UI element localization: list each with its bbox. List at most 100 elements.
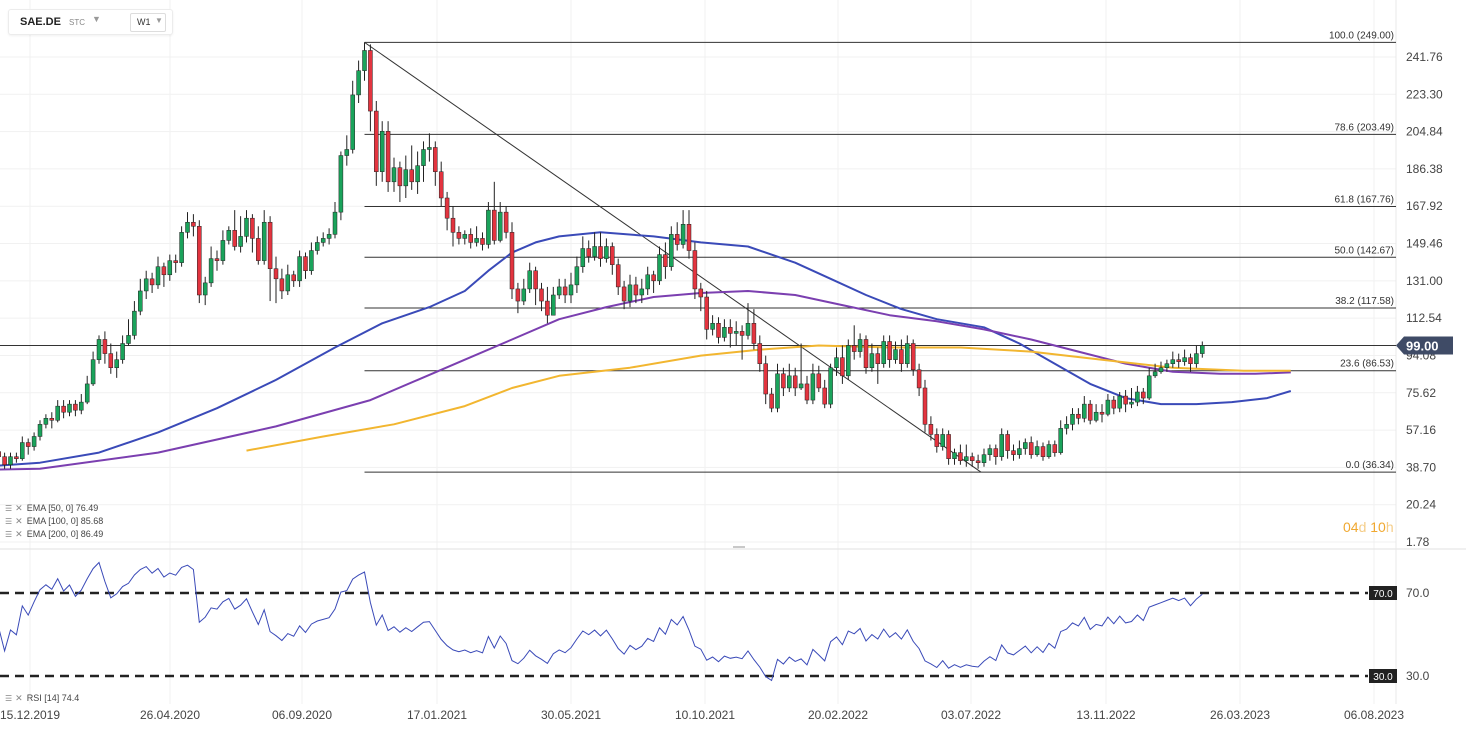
candle: [126, 319, 131, 346]
candle: [427, 133, 432, 162]
candle: [362, 42, 367, 81]
symbol-name[interactable]: SAE.DE: [20, 16, 61, 28]
candle: [79, 394, 84, 415]
time-tick-label: 13.11.2022: [1076, 708, 1135, 722]
candle: [486, 202, 491, 249]
candle: [1146, 367, 1152, 401]
candle: [31, 432, 37, 451]
price-tick-label: 131.00: [1406, 274, 1443, 288]
candle: [197, 220, 202, 304]
timeframe-select[interactable]: W1 ▼: [130, 13, 166, 32]
candle: [1117, 392, 1122, 413]
candle: [1105, 394, 1111, 417]
candle: [934, 428, 940, 453]
candle: [704, 290, 709, 340]
candle: [167, 254, 173, 281]
legend-rsi[interactable]: ☰ ✕ RSI [14] 74.4: [5, 693, 79, 704]
price-tick-label: 223.30: [1406, 87, 1443, 101]
last-price-tag: [1396, 336, 1453, 355]
candle: [922, 379, 928, 433]
price-tick-label: 57.16: [1406, 423, 1436, 437]
candle: [497, 202, 503, 243]
candle: [1182, 349, 1187, 366]
legend-ema-100[interactable]: ☰ ✕ EMA [100, 0] 85.68: [5, 516, 103, 527]
candle: [1028, 436, 1034, 459]
fib-level-label: 0.0 (36.34): [1346, 460, 1394, 471]
settings-icon[interactable]: ☰: [5, 517, 13, 526]
candle: [49, 412, 55, 429]
legend-ema-200[interactable]: ☰ ✕ EMA [200, 0] 86.49: [5, 529, 103, 540]
candle: [1034, 440, 1040, 457]
candle: [969, 452, 975, 467]
symbol-dropdown-icon[interactable]: ▼: [92, 14, 101, 24]
settings-icon[interactable]: ☰: [5, 530, 13, 539]
candle: [279, 268, 285, 300]
candle: [185, 212, 190, 239]
candle: [952, 448, 957, 465]
candle: [1093, 404, 1099, 423]
candle: [610, 242, 615, 275]
candle: [84, 375, 90, 405]
candle: [1064, 416, 1069, 435]
legend-ema-50[interactable]: ☰ ✕ EMA [50, 0] 76.49: [5, 503, 98, 514]
price-tick-label: 20.24: [1406, 498, 1436, 512]
candle: [379, 121, 385, 182]
candle: [651, 270, 656, 293]
close-icon[interactable]: ✕: [15, 693, 23, 703]
candle: [846, 339, 851, 380]
candle: [143, 270, 149, 300]
candle: [521, 278, 527, 306]
price-tick-label: 241.76: [1406, 50, 1443, 64]
fibonacci-retracement[interactable]: 100.0 (249.00) 78.6 (203.49) 61.8 (167.76)…: [0, 30, 1396, 473]
candle: [315, 236, 320, 255]
candle: [586, 240, 591, 263]
price-tick-label: 1.78: [1406, 535, 1430, 549]
candle: [804, 375, 810, 405]
candle: [421, 141, 426, 182]
candle: [975, 454, 981, 469]
candle: [1194, 345, 1199, 368]
candle: [1017, 440, 1022, 459]
legend-label: EMA [200, 0] 86.49: [26, 529, 104, 539]
time-tick-label: 03.07.2022: [941, 708, 1001, 722]
candle: [1005, 430, 1010, 459]
candle: [1058, 420, 1063, 455]
candle: [179, 226, 184, 267]
time-axis[interactable]: 15.12.2019 26.04.2020 06.09.2020 17.01.2021…: [0, 708, 1404, 722]
close-icon[interactable]: ✕: [15, 529, 23, 539]
settings-icon[interactable]: ☰: [5, 504, 13, 513]
candle: [492, 181, 497, 245]
time-tick-label: 06.09.2020: [272, 708, 332, 722]
candle: [692, 242, 698, 300]
close-icon[interactable]: ✕: [15, 516, 23, 526]
candle-countdown: 04d 10h: [1343, 519, 1394, 535]
candle: [751, 309, 757, 350]
candle: [244, 210, 249, 243]
symbol-type: STC: [69, 18, 85, 27]
candle: [515, 282, 521, 314]
candle: [816, 365, 822, 393]
time-tick-label: 15.12.2019: [0, 708, 60, 722]
fib-level-label: 61.8 (167.76): [1335, 195, 1395, 206]
candle: [769, 387, 774, 413]
candle: [987, 444, 993, 461]
candle: [645, 266, 650, 295]
candle: [527, 262, 532, 293]
close-icon[interactable]: ✕: [15, 503, 23, 513]
symbol-toolbar[interactable]: SAE.DE STC ▼ W1 ▼: [8, 9, 173, 35]
candle: [1129, 387, 1134, 409]
candle: [1111, 396, 1117, 415]
settings-icon[interactable]: ☰: [5, 694, 13, 703]
candle: [320, 232, 326, 247]
candle: [208, 246, 214, 287]
candle: [680, 210, 686, 249]
candle: [1011, 444, 1016, 461]
rsi-panel[interactable]: 70.0 70.0 30.0 30.0: [0, 561, 1430, 731]
candle: [733, 321, 739, 346]
candle: [326, 228, 332, 245]
candle: [822, 379, 827, 409]
price-axis[interactable]: 241.76 223.30 204.84 186.38 167.92 149.46 131.…: [1396, 50, 1453, 549]
chevron-down-icon[interactable]: ▼: [155, 16, 163, 25]
candle: [863, 335, 869, 374]
